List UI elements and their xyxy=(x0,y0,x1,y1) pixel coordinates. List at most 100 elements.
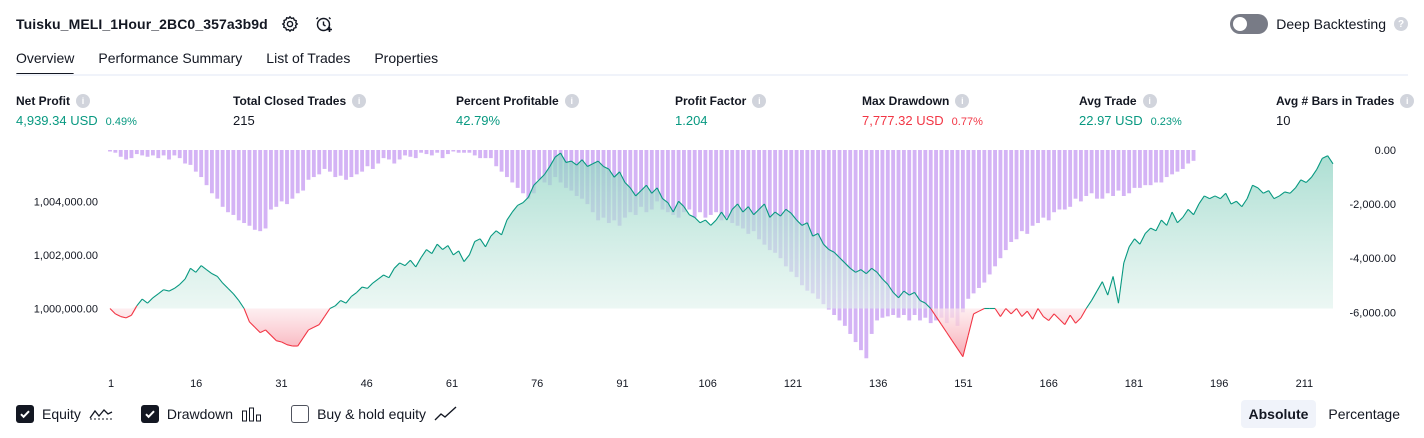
gear-icon[interactable] xyxy=(278,12,302,36)
metric-value: 22.97 USD xyxy=(1079,113,1143,128)
equity-segment xyxy=(763,203,771,218)
drawdown-bar xyxy=(1148,150,1153,186)
legend-equity[interactable]: Equity xyxy=(16,405,113,423)
equity-segment xyxy=(313,324,320,328)
drawdown-tick-label: -2,000.00 xyxy=(1350,199,1396,211)
equity-segment xyxy=(1311,168,1318,178)
drawdown-bar xyxy=(783,150,788,267)
drawdown-bar xyxy=(639,150,643,207)
equity-segment xyxy=(1204,195,1210,200)
drawdown-bar xyxy=(268,150,273,210)
drawdown-bar xyxy=(140,150,145,156)
drawdown-bar xyxy=(875,150,879,321)
drawdown-bar xyxy=(928,150,933,324)
drawdown-bar xyxy=(708,150,713,215)
drawdown-bar xyxy=(724,150,729,218)
drawdown-bar xyxy=(805,150,810,291)
equity-segment xyxy=(635,190,642,197)
equity-drawdown-chart[interactable]: 1,004,000.00 1,002,000.00 1,000,000.00 0.0… xyxy=(0,140,1424,395)
equity-segment xyxy=(399,262,406,267)
equity-segment xyxy=(136,298,143,307)
info-icon[interactable]: i xyxy=(76,94,90,108)
drawdown-bar xyxy=(285,150,289,205)
equity-segment xyxy=(833,251,840,258)
drawdown-bar xyxy=(263,150,268,229)
add-alert-icon[interactable] xyxy=(312,12,336,36)
equity-segment xyxy=(592,160,599,165)
absolute-button[interactable]: Absolute xyxy=(1240,400,1317,428)
equity-segment xyxy=(468,241,476,256)
legend-buy-hold-equity[interactable]: Buy & hold equity xyxy=(291,405,458,423)
metric-title: Max Drawdown xyxy=(862,94,950,108)
help-icon[interactable]: ? xyxy=(1394,17,1408,31)
tab-list-of-trades[interactable]: List of Trades xyxy=(266,46,350,76)
tab-label: List of Trades xyxy=(266,50,351,66)
drawdown-bar xyxy=(306,150,311,180)
equity-segment xyxy=(452,250,459,256)
info-icon[interactable]: i xyxy=(1400,94,1415,108)
equity-segment xyxy=(206,269,213,275)
tab-label: Properties xyxy=(374,50,439,66)
checkbox-unchecked[interactable] xyxy=(291,405,310,423)
equity-segment xyxy=(967,313,975,336)
drawdown-bar xyxy=(424,150,429,155)
drawdown-bar xyxy=(746,150,751,234)
equity-segment xyxy=(1075,317,1082,324)
info-icon[interactable]: i xyxy=(352,94,367,108)
legend-label: Drawdown xyxy=(166,406,234,422)
info-icon[interactable]: i xyxy=(564,94,579,108)
info-icon[interactable]: i xyxy=(955,94,970,108)
drawdown-bar xyxy=(987,150,992,275)
equity-tick-label: 1,002,000.00 xyxy=(34,250,98,262)
tab-overview[interactable]: Overview xyxy=(16,46,75,76)
equity-segment xyxy=(587,163,594,167)
chart-canvas[interactable]: 1,004,000.00 1,002,000.00 1,000,000.00 0.0… xyxy=(0,140,1424,395)
equity-segment xyxy=(302,329,309,339)
deep-backtesting-toggle[interactable] xyxy=(1230,14,1269,34)
x-tick-label: 31 xyxy=(275,378,287,390)
drawdown-bar xyxy=(955,150,960,326)
equity-segment xyxy=(442,245,449,250)
tab-properties[interactable]: Properties xyxy=(374,46,438,76)
drawdown-bar xyxy=(1073,150,1078,199)
equity-segment xyxy=(527,184,535,198)
equity-segment xyxy=(613,171,620,178)
info-icon[interactable]: i xyxy=(752,94,767,108)
equity-segment xyxy=(1166,211,1173,226)
equity-segment xyxy=(683,206,690,216)
drawdown-bar xyxy=(665,150,670,213)
equity-segment xyxy=(511,204,519,213)
percentage-button[interactable]: Percentage xyxy=(1328,406,1400,422)
drawdown-bar xyxy=(1084,150,1089,196)
legend-drawdown[interactable]: Drawdown xyxy=(140,405,263,423)
equity-segment xyxy=(1316,158,1323,170)
equity-segment xyxy=(1080,308,1087,319)
drawdown-bar xyxy=(1052,150,1056,213)
drawdown-bar xyxy=(1191,150,1196,161)
metric-value: 10 xyxy=(1276,113,1291,128)
drawdown-bar xyxy=(478,150,483,159)
equity-segment xyxy=(334,300,342,307)
x-tick-label: 166 xyxy=(1040,378,1058,390)
drawdown-bar xyxy=(301,150,306,191)
info-icon[interactable]: i xyxy=(1142,94,1157,108)
drawdown-bar xyxy=(687,150,692,210)
drawdown-bar xyxy=(1041,150,1046,218)
equity-segment xyxy=(726,209,733,221)
equity-segment xyxy=(372,278,379,284)
drawdown-bar xyxy=(864,150,869,359)
checkbox-checked[interactable] xyxy=(140,405,159,423)
equity-segment xyxy=(1241,198,1248,207)
drawdown-bar xyxy=(462,150,466,153)
drawdown-bar xyxy=(944,150,949,324)
equity-segment xyxy=(200,265,207,271)
drawdown-bar xyxy=(918,150,922,321)
drawdown-bar xyxy=(124,150,129,160)
equity-segment xyxy=(705,219,712,226)
metric-value: 4,939.34 USD xyxy=(16,113,98,128)
equity-segment xyxy=(190,267,197,273)
tab-performance-summary[interactable]: Performance Summary xyxy=(98,46,242,76)
drawdown-bar xyxy=(907,150,912,321)
checkbox-checked[interactable] xyxy=(16,405,34,423)
equity-segment xyxy=(324,308,331,317)
